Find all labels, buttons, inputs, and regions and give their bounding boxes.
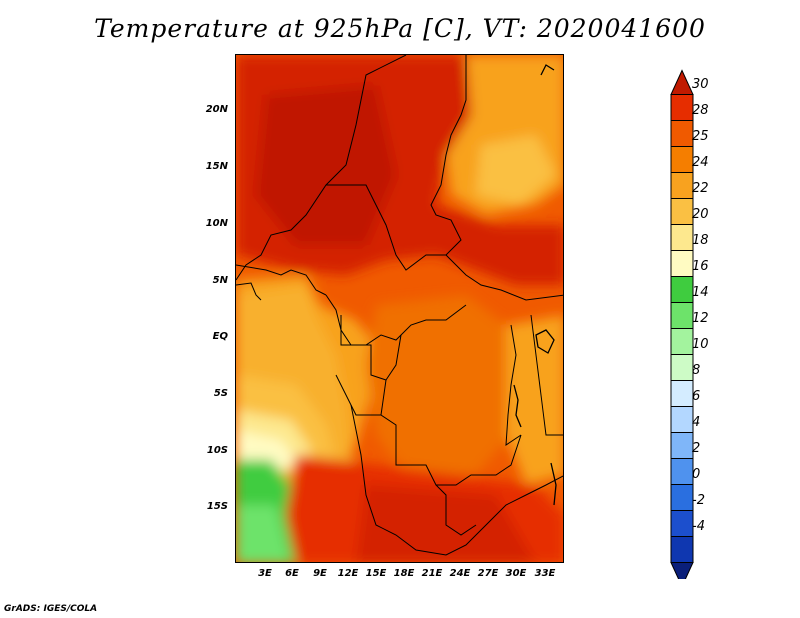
colorbar-box — [670, 458, 694, 485]
colorbar-box — [670, 432, 694, 459]
border-4 — [236, 264, 327, 296]
colorbar-label: 6 — [692, 389, 701, 404]
colorbar-box — [670, 198, 694, 225]
lat-label-5n: 5N — [212, 275, 228, 286]
lat-label-20n: 20N — [205, 104, 228, 115]
colorbar-top-arrow — [670, 69, 694, 95]
border-9 — [380, 414, 522, 486]
colorbar-label: 4 — [692, 415, 701, 430]
colorbar-box — [670, 354, 694, 381]
colorbar — [670, 69, 694, 579]
temperature-map — [235, 54, 564, 563]
colorbar-label: 10 — [692, 337, 709, 352]
lon-label-27e: 27E — [477, 568, 499, 579]
hottest-core — [256, 85, 396, 245]
congo-basin — [366, 295, 511, 475]
lake-victoria — [535, 329, 555, 354]
lake-tanganyika — [513, 384, 522, 428]
colorbar-box — [670, 484, 694, 511]
border-6 — [325, 294, 467, 346]
border-8 — [385, 334, 402, 381]
colorbar-label: 18 — [692, 233, 709, 248]
lon-label-3e: 3E — [258, 568, 272, 579]
lat-label-15n: 15N — [205, 161, 228, 172]
border-11 — [505, 324, 522, 446]
colorbar-bottom-arrow — [670, 562, 694, 579]
colorbar-box — [670, 536, 694, 563]
colorbar-box — [670, 276, 694, 303]
border-12 — [530, 314, 563, 436]
colorbar-label: -2 — [692, 493, 705, 508]
lakes — [513, 64, 557, 506]
colorbar-label: 0 — [692, 467, 701, 482]
lat-label-eq: EQ — [212, 331, 228, 342]
border-3 — [326, 184, 446, 271]
colorbar-label: 12 — [692, 311, 709, 326]
colorbar-label: 24 — [692, 155, 709, 170]
coast-red-sea — [540, 64, 555, 76]
lon-label-12e: 12E — [337, 568, 359, 579]
colorbar-box — [670, 224, 694, 251]
rift-zone — [506, 315, 563, 485]
colorbar-label: 2 — [692, 441, 701, 456]
colorbar-box — [670, 146, 694, 173]
cold-light-green-zone — [236, 505, 291, 562]
lat-label-15s: 15S — [206, 501, 228, 512]
lat-label-10s: 10S — [206, 445, 228, 456]
lat-label-5s: 5S — [213, 388, 228, 399]
border-2 — [430, 55, 467, 256]
lon-label-30e: 30E — [505, 568, 527, 579]
colorbar-box — [670, 406, 694, 433]
lon-label-6e: 6E — [285, 568, 299, 579]
colorbar-box — [670, 172, 694, 199]
colorbar-label: 25 — [692, 129, 709, 144]
border-5 — [445, 254, 563, 301]
lake-malawi — [550, 462, 557, 506]
lon-label-21e: 21E — [421, 568, 443, 579]
border-13 — [435, 484, 477, 536]
border-14 — [236, 282, 262, 301]
colorbar-label: 8 — [692, 363, 701, 378]
chart-title: Temperature at 925hPa [C], VT: 202004160… — [94, 14, 706, 43]
lon-label-18e: 18E — [393, 568, 415, 579]
colorbar-label: 28 — [692, 103, 709, 118]
colorbar-box — [670, 120, 694, 147]
colorbar-box — [670, 328, 694, 355]
colorbar-box — [670, 510, 694, 537]
colorbar-label: 14 — [692, 285, 709, 300]
lon-label-24e: 24E — [449, 568, 471, 579]
colorbar-label: -4 — [692, 519, 705, 534]
country-borders — [236, 55, 563, 556]
border-10 — [350, 404, 563, 556]
lon-label-33e: 33E — [534, 568, 556, 579]
colorbar-box — [670, 380, 694, 407]
colorbar-box — [670, 94, 694, 121]
colorbar-label: 20 — [692, 207, 709, 222]
colorbar-label: 22 — [692, 181, 709, 196]
lon-label-15e: 15E — [365, 568, 387, 579]
colorbar-label: 30 — [692, 77, 709, 92]
map-field — [236, 55, 563, 562]
colorbar-box — [670, 302, 694, 329]
colorbar-box — [670, 250, 694, 277]
border-1 — [236, 55, 407, 281]
grads-credit: GrADS: IGES/COLA — [4, 604, 98, 614]
lat-label-10n: 10N — [205, 218, 228, 229]
lon-label-9e: 9E — [313, 568, 327, 579]
colorbar-label: 16 — [692, 259, 709, 274]
ne-cool-core — [476, 135, 556, 205]
